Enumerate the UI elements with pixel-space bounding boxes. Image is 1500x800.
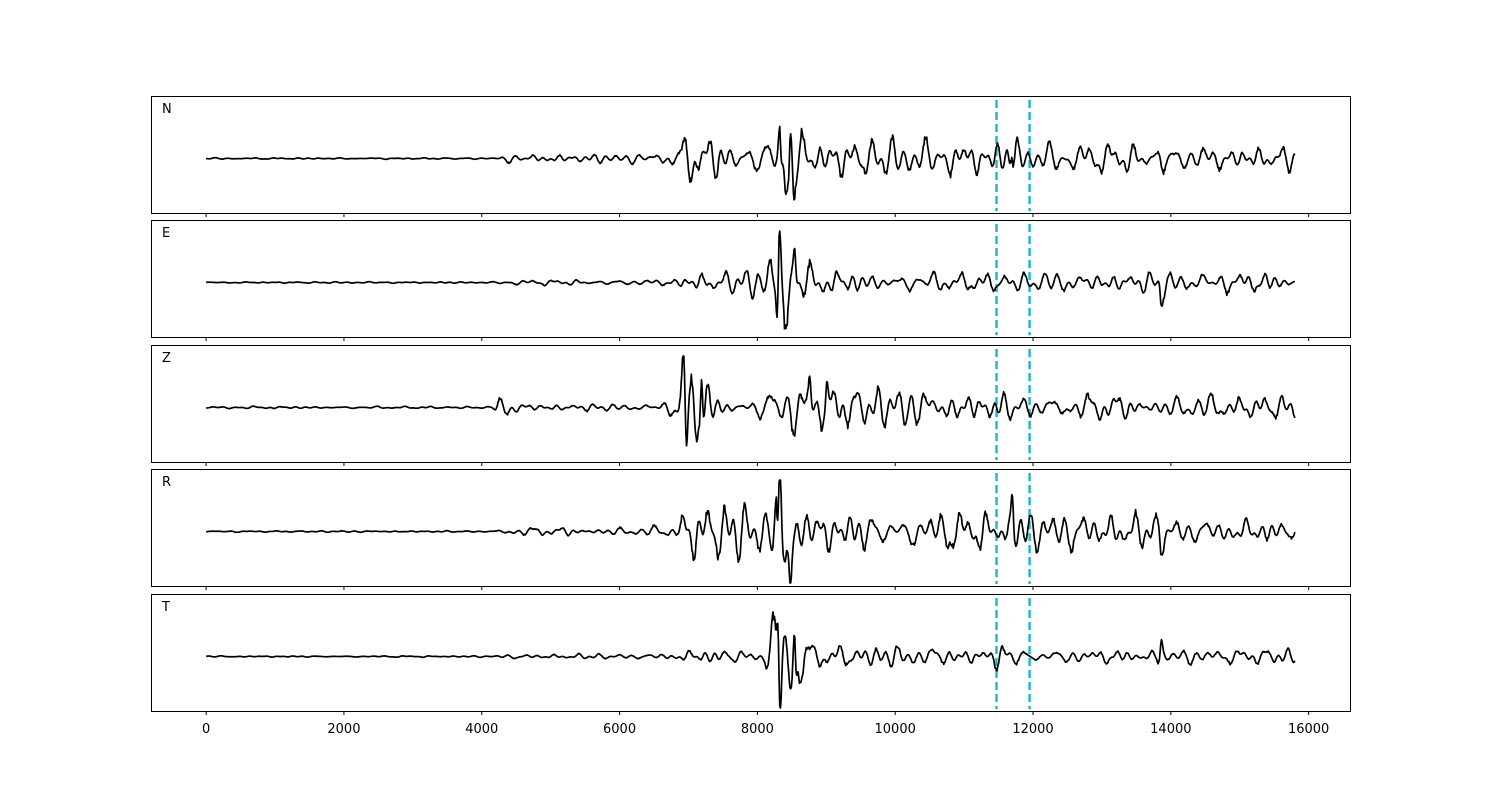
- x-tick-label: 0: [202, 722, 210, 737]
- series-label: Z: [162, 351, 171, 366]
- series-label: E: [162, 226, 170, 241]
- panel-frame: [151, 594, 1351, 712]
- panel-frame: [151, 469, 1351, 587]
- series-trace-e: [205, 230, 1296, 330]
- panel-frame: [151, 96, 1351, 214]
- series-label: R: [162, 475, 171, 490]
- series-trace-z: [205, 355, 1296, 447]
- series-label: T: [161, 600, 170, 615]
- series-trace-t: [205, 611, 1296, 709]
- x-tick-label: 14000: [1150, 722, 1191, 737]
- x-axis: 0 2000 4000 6000 8000 10000 12000 14000 16000: [202, 722, 1329, 737]
- panel-r: R: [151, 469, 1351, 590]
- series-trace-r: [205, 479, 1296, 584]
- panel-n: N: [151, 96, 1351, 217]
- x-tick-label: 6000: [603, 722, 636, 737]
- x-tick-label: 10000: [875, 722, 916, 737]
- series-trace-n: [205, 125, 1296, 201]
- series-label: N: [162, 102, 172, 117]
- x-tick-label: 12000: [1012, 722, 1053, 737]
- panel-frame: [151, 220, 1351, 338]
- panel-z: Z: [151, 345, 1351, 466]
- x-tick-label: 2000: [327, 722, 360, 737]
- panel-e: E: [151, 220, 1351, 341]
- x-tick-label: 4000: [465, 722, 498, 737]
- x-tick-label: 8000: [741, 722, 774, 737]
- x-tick-label: 16000: [1288, 722, 1329, 737]
- panel-frame: [151, 345, 1351, 463]
- panel-t: T: [151, 594, 1351, 715]
